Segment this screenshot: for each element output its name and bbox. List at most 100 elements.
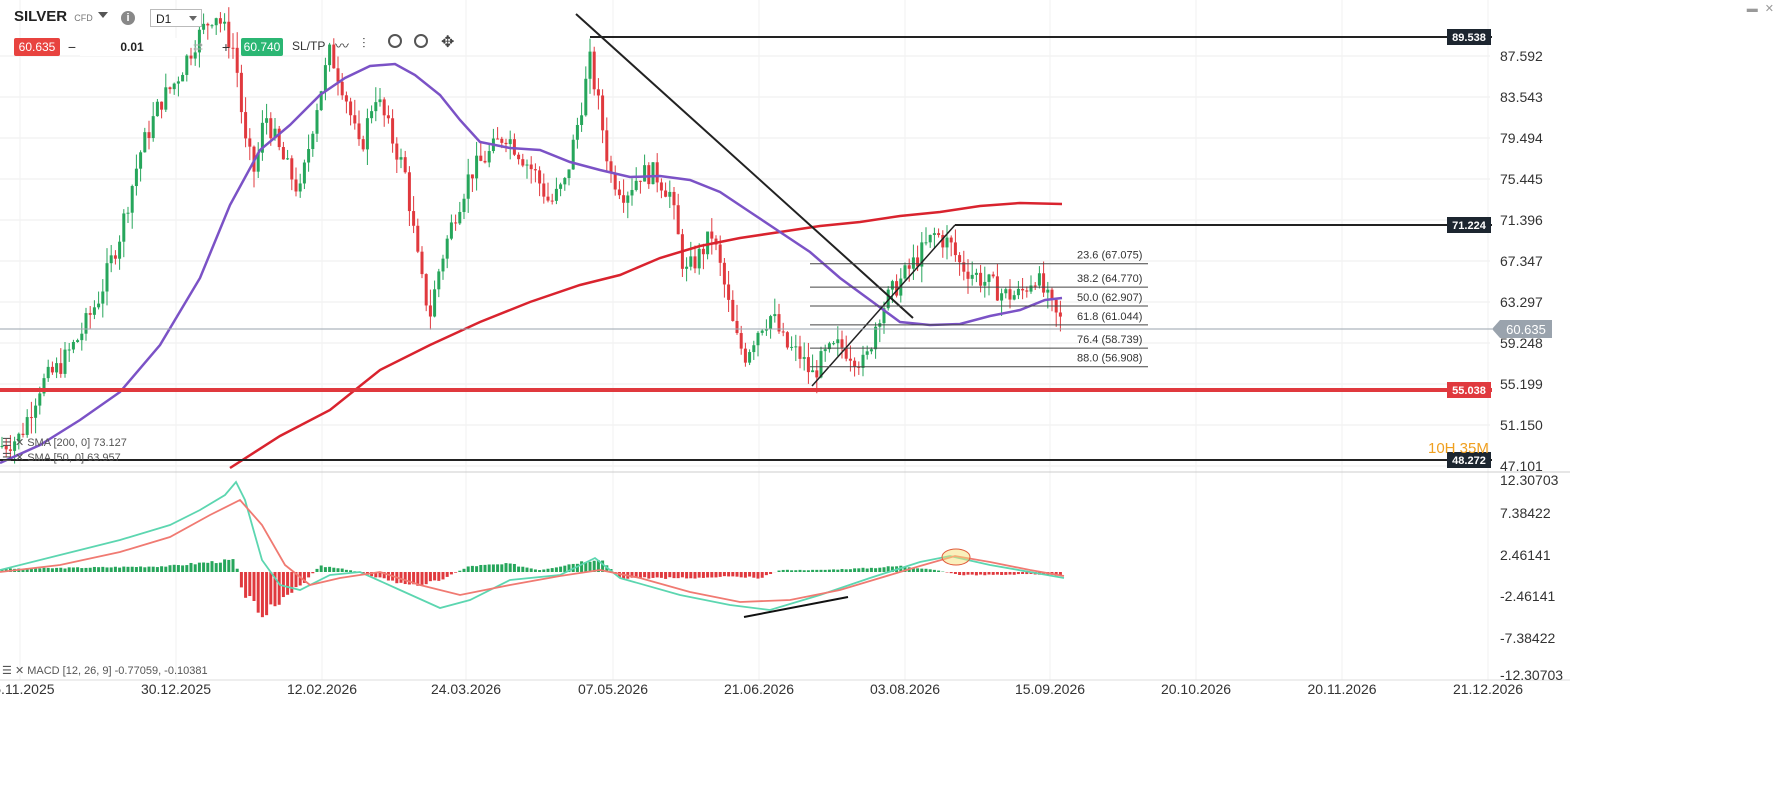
volume-input[interactable]: 0.01 <box>80 38 184 56</box>
close-small-icon[interactable]: ✕ <box>14 452 25 464</box>
settings-icon[interactable]: ☰ <box>2 665 12 677</box>
macd-histogram-bar <box>655 572 659 578</box>
timeframe-select[interactable]: D1 <box>150 9 202 27</box>
candle-body <box>655 162 659 183</box>
macd-histogram-bar <box>67 567 71 572</box>
macd-histogram-bar <box>979 572 983 575</box>
macd-histogram-bar <box>840 568 844 572</box>
macd-histogram-bar <box>239 572 243 588</box>
candle-body <box>42 378 46 394</box>
volume-plus-button[interactable]: + <box>218 38 234 56</box>
macd-histogram-bar <box>302 572 306 583</box>
macd-histogram-bar <box>147 566 151 572</box>
level-bottom-badge <box>1447 452 1491 468</box>
candle-body <box>218 18 222 24</box>
macd-tick-label: 2.46141 <box>1500 547 1551 563</box>
macd-histogram-bar <box>227 559 231 572</box>
candle-body <box>109 255 113 264</box>
indicator-legend-sma200[interactable]: ☰ ✕ SMA [200, 0] 73.127 <box>2 436 127 449</box>
candle-body <box>634 180 638 190</box>
macd-histogram-bar <box>0 569 4 572</box>
candles-icon[interactable]: ⫶ <box>362 35 366 51</box>
macd-histogram-bar <box>340 568 344 572</box>
candle-body <box>1037 273 1041 286</box>
candle-body <box>151 116 155 139</box>
candle-body <box>210 25 214 27</box>
candle-body <box>836 339 840 344</box>
candle-body <box>756 332 760 346</box>
macd-highlight-ellipse <box>941 548 971 566</box>
candle-body <box>790 346 794 348</box>
macd-panel <box>0 480 1065 618</box>
candle-body <box>638 180 642 182</box>
macd-histogram-bar <box>50 568 54 572</box>
macd-histogram-bar <box>731 572 735 577</box>
candle-body <box>571 139 575 170</box>
line-chart-icon[interactable]: 〰 <box>335 38 349 54</box>
close-small-icon[interactable]: ✕ <box>14 437 25 449</box>
sell-button[interactable]: 60.635 <box>14 38 60 56</box>
settings-icon[interactable]: ☰ <box>2 452 12 464</box>
minimize-icon[interactable]: ▬ <box>1746 3 1758 15</box>
macd-histogram-bar <box>277 572 281 605</box>
macd-histogram-bar <box>869 567 873 572</box>
macd-histogram-bar <box>420 572 424 585</box>
volume-minus-button[interactable]: − <box>64 38 80 56</box>
drawings[interactable]: 89.538 71.224 55.038 48.272 60.635 <box>0 13 1552 468</box>
swap-icon[interactable]: ⇄ <box>193 40 204 54</box>
candle-body <box>332 44 336 69</box>
macd-histogram-bar <box>848 569 852 572</box>
indicator-legend-macd[interactable]: ☰ ✕ MACD [12, 26, 9] -0.77059, -0.10381 <box>2 664 208 677</box>
candle-body <box>823 349 827 352</box>
macd-histogram-bar <box>962 572 966 576</box>
symbol-dropdown-icon[interactable] <box>98 12 108 18</box>
macd-histogram-bar <box>538 570 542 572</box>
candle-body <box>664 190 668 197</box>
candle-body <box>286 158 290 160</box>
info-icon[interactable]: i <box>121 11 135 25</box>
macd-histogram-bar <box>399 572 403 583</box>
macd-histogram-bar <box>630 572 634 578</box>
macd-histogram-bar <box>500 564 504 572</box>
macd-histogram-bar <box>983 572 987 576</box>
zoom-in-icon[interactable] <box>414 34 428 48</box>
candle-body <box>244 112 248 139</box>
close-icon[interactable]: ✕ <box>1764 3 1774 15</box>
price-tick-label: 47.101 <box>1500 458 1543 474</box>
macd-histogram-bar <box>542 569 546 572</box>
candle-body <box>630 189 634 196</box>
candle-body <box>588 51 592 79</box>
candle-body <box>344 95 348 102</box>
fib-level-label: 88.0 (56.908) <box>1077 353 1142 365</box>
symbol-name[interactable]: SILVER CFD <box>14 8 93 25</box>
buy-button[interactable]: 60.740 <box>241 38 283 56</box>
level-bottom-label: 48.272 <box>1452 455 1486 467</box>
indicator-legend-sma50[interactable]: ☰ ✕ SMA [50, 0] 63.957 <box>2 451 121 464</box>
macd-histogram-bar <box>697 572 701 578</box>
candle-body <box>29 417 33 419</box>
candle-body <box>466 174 470 199</box>
macd-histogram-bar <box>462 568 466 572</box>
fibonacci-retracement[interactable]: 23.6 (67.075) 38.2 (64.770) 50.0 (62.907) 6… <box>810 250 1148 368</box>
candle-body <box>164 87 168 110</box>
move-icon[interactable]: ✥ <box>441 34 455 51</box>
close-small-icon[interactable]: ✕ <box>14 665 25 677</box>
macd-histogram-bar <box>101 566 105 572</box>
candle-body <box>126 212 130 214</box>
macd-histogram-bar <box>42 567 46 572</box>
macd-tick-label: 12.30703 <box>1500 472 1559 488</box>
settings-icon[interactable]: ☰ <box>2 437 12 449</box>
zoom-out-icon[interactable] <box>388 34 402 48</box>
candle-body <box>130 186 134 213</box>
candle-body <box>1033 285 1037 287</box>
candle-body <box>937 233 941 236</box>
macd-histogram-bar <box>164 566 168 572</box>
macd-histogram-bar <box>601 560 605 572</box>
macd-histogram-bar <box>1012 572 1016 575</box>
sltp-button[interactable]: SL/TP <box>292 39 325 53</box>
candle-body <box>584 78 588 116</box>
candle-body <box>487 151 491 163</box>
candle-body <box>895 281 899 296</box>
candle-body <box>580 115 584 125</box>
